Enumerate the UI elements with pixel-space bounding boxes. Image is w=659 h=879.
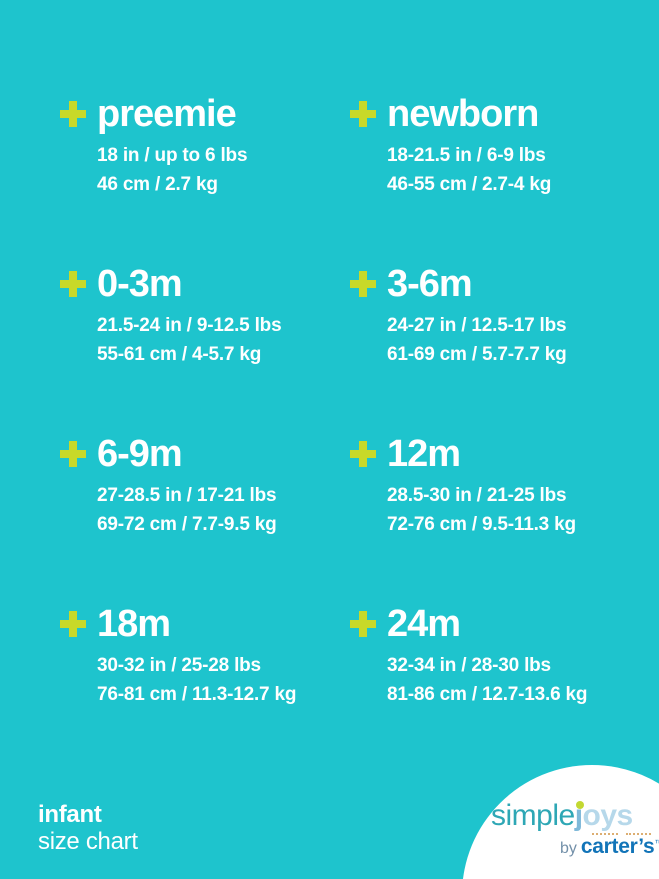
size-metric: 55-61 cm / 4-5.7 kg: [97, 344, 262, 365]
size-details: 28.5-30 in / 21-25 lbs 72-76 cm / 9.5-11…: [387, 481, 640, 539]
size-entry-header: newborn: [350, 92, 640, 136]
size-imperial: 28.5-30 in / 21-25 lbs: [387, 485, 567, 506]
size-label: 24m: [387, 603, 461, 645]
brand-logo-badge: simplej oys by carter’s ™: [462, 765, 659, 879]
size-details: 32-34 in / 28-30 lbs 81-86 cm / 12.7-13.…: [387, 651, 640, 709]
size-entry-header: 24m: [350, 602, 640, 646]
size-label: 12m: [387, 433, 461, 475]
size-entry-header: preemie: [60, 92, 350, 136]
logo-byline: by carter’s ™: [560, 835, 659, 859]
size-imperial: 27-28.5 in / 17-21 lbs: [97, 485, 277, 506]
size-label: 0-3m: [97, 263, 183, 305]
size-entry-3-6m: 3-6m 24-27 in / 12.5-17 lbs 61-69 cm / 5…: [350, 262, 640, 432]
size-details: 21.5-24 in / 9-12.5 lbs 55-61 cm / 4-5.7…: [97, 311, 350, 369]
size-label: 18m: [97, 603, 171, 645]
trademark-symbol: ™: [654, 838, 659, 848]
size-entry-12m: 12m 28.5-30 in / 21-25 lbs 72-76 cm / 9.…: [350, 432, 640, 602]
size-imperial: 18 in / up to 6 lbs: [97, 145, 248, 166]
logo-wordmark: simplej oys: [491, 799, 633, 833]
size-imperial: 32-34 in / 28-30 lbs: [387, 655, 551, 676]
plus-icon: [350, 441, 376, 467]
size-imperial: 24-27 in / 12.5-17 lbs: [387, 315, 567, 336]
size-imperial: 18-21.5 in / 6-9 lbs: [387, 145, 546, 166]
chart-caption: infant size chart: [38, 801, 138, 855]
size-metric: 81-86 cm / 12.7-13.6 kg: [387, 684, 588, 705]
logo-letters-oys: oys: [582, 799, 634, 832]
size-grid: preemie 18 in / up to 6 lbs 46 cm / 2.7 …: [60, 92, 640, 772]
size-entry-header: 6-9m: [60, 432, 350, 476]
plus-icon: [60, 441, 86, 467]
size-entry-header: 3-6m: [350, 262, 640, 306]
logo-word-simple: simple: [491, 799, 575, 832]
logo-letter-j: j: [574, 799, 584, 832]
logo-j-dot-icon: [575, 801, 584, 809]
size-entry-6-9m: 6-9m 27-28.5 in / 17-21 lbs 69-72 cm / 7…: [60, 432, 350, 602]
size-label: preemie: [97, 93, 237, 135]
stitch-marks-icon: [626, 833, 651, 835]
size-imperial: 30-32 in / 25-28 lbs: [97, 655, 261, 676]
plus-icon: [60, 611, 86, 637]
logo-word-joys: j oys: [574, 799, 634, 832]
size-metric: 69-72 cm / 7.7-9.5 kg: [97, 514, 277, 535]
size-entry-newborn: newborn 18-21.5 in / 6-9 lbs 46-55 cm / …: [350, 92, 640, 262]
size-entry-18m: 18m 30-32 in / 25-28 lbs 76-81 cm / 11.3…: [60, 602, 350, 772]
chart-category: infant: [38, 801, 102, 828]
size-entry-header: 12m: [350, 432, 640, 476]
chart-title: size chart: [38, 828, 138, 855]
plus-icon: [350, 271, 376, 297]
size-metric: 46-55 cm / 2.7-4 kg: [387, 174, 552, 195]
plus-icon: [60, 101, 86, 127]
logo-brand-name: carter’s: [580, 835, 655, 858]
size-label: 3-6m: [387, 263, 473, 305]
size-entry-24m: 24m 32-34 in / 28-30 lbs 81-86 cm / 12.7…: [350, 602, 640, 772]
size-details: 24-27 in / 12.5-17 lbs 61-69 cm / 5.7-7.…: [387, 311, 640, 369]
size-label: 6-9m: [97, 433, 183, 475]
size-entry-header: 18m: [60, 602, 350, 646]
size-metric: 72-76 cm / 9.5-11.3 kg: [387, 514, 576, 535]
plus-icon: [60, 271, 86, 297]
size-details: 30-32 in / 25-28 lbs 76-81 cm / 11.3-12.…: [97, 651, 350, 709]
size-details: 18-21.5 in / 6-9 lbs 46-55 cm / 2.7-4 kg: [387, 141, 640, 199]
size-metric: 46 cm / 2.7 kg: [97, 174, 218, 195]
plus-icon: [350, 611, 376, 637]
size-imperial: 21.5-24 in / 9-12.5 lbs: [97, 315, 282, 336]
size-details: 18 in / up to 6 lbs 46 cm / 2.7 kg: [97, 141, 350, 199]
size-label: newborn: [387, 93, 539, 135]
size-entry-0-3m: 0-3m 21.5-24 in / 9-12.5 lbs 55-61 cm / …: [60, 262, 350, 432]
size-entry-header: 0-3m: [60, 262, 350, 306]
size-metric: 61-69 cm / 5.7-7.7 kg: [387, 344, 567, 365]
size-details: 27-28.5 in / 17-21 lbs 69-72 cm / 7.7-9.…: [97, 481, 350, 539]
stitch-marks-icon: [592, 833, 618, 835]
logo-by-label: by: [560, 840, 577, 857]
plus-icon: [350, 101, 376, 127]
size-entry-preemie: preemie 18 in / up to 6 lbs 46 cm / 2.7 …: [60, 92, 350, 262]
size-metric: 76-81 cm / 11.3-12.7 kg: [97, 684, 297, 705]
